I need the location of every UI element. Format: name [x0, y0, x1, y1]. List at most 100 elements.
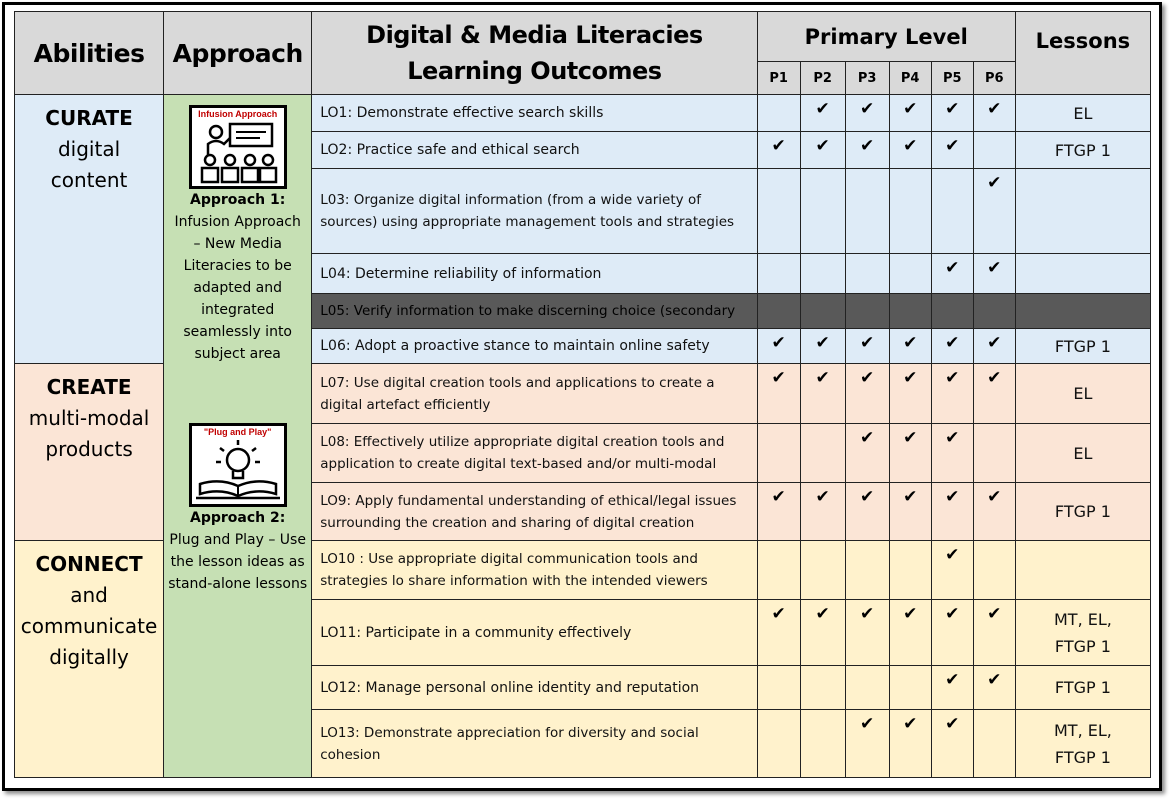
empty-level-cell — [756, 540, 801, 600]
infusion-approach-icon: Infusion Approach — [188, 105, 287, 189]
empty-level-cell — [844, 293, 890, 329]
empty-level-cell — [756, 709, 801, 778]
lessons-cell — [1014, 168, 1152, 254]
empty-level-cell — [844, 665, 890, 710]
lessons-cell: FTGP 1 — [1014, 482, 1152, 541]
ability-description: multi-modal — [28, 406, 150, 430]
learning-outcome: LO1: Demonstrate effective search skills — [311, 94, 758, 132]
learning-outcome: L04: Determine reliability of informatio… — [311, 253, 758, 294]
ability-description: content — [50, 168, 128, 192]
check-mark: ✔ — [844, 599, 890, 666]
header-level: P5 — [930, 61, 974, 95]
check-mark: ✔ — [972, 94, 1016, 132]
plug-and-play-icon: "Plug and Play" — [188, 423, 287, 507]
check-mark: ✔ — [844, 328, 890, 364]
lessons-cell: EL — [1014, 94, 1152, 132]
ability-cell: CURATE digital content — [13, 94, 165, 364]
table-row: CREATE multi-modal products L07: Use digita… — [13, 363, 1152, 541]
lessons-cell — [1014, 253, 1152, 294]
lightbulb-book-icon — [195, 440, 280, 500]
check-mark: ✔ — [972, 665, 1016, 710]
header-level: P1 — [756, 61, 801, 95]
approach-2-description: Plug and Play – Use the lesson ideas as … — [168, 532, 308, 592]
empty-level-cell — [756, 253, 801, 294]
empty-level-cell — [888, 540, 932, 600]
table-row: L08: Effectively utilize appropriate dig… — [15, 423, 1152, 483]
ability-description: and — [70, 583, 108, 607]
empty-level-cell — [844, 253, 890, 294]
learning-outcome: L05: Verify information to make discerni… — [311, 293, 758, 329]
ability-description: digitally — [49, 645, 129, 669]
check-mark: ✔ — [972, 482, 1016, 541]
empty-level-cell — [972, 293, 1016, 329]
lessons-cell: MT, EL, FTGP 1 — [1014, 599, 1152, 666]
check-mark: ✔ — [888, 363, 932, 424]
empty-level-cell — [972, 131, 1016, 169]
check-mark: ✔ — [888, 599, 932, 666]
ability-name: CONNECT — [35, 552, 143, 576]
check-mark: ✔ — [888, 94, 932, 132]
header-level: P3 — [844, 61, 890, 95]
check-mark: ✔ — [888, 709, 932, 778]
empty-level-cell — [888, 293, 932, 329]
empty-level-cell — [930, 293, 974, 329]
header-abilities: Abilities — [13, 11, 165, 95]
check-mark: ✔ — [799, 131, 846, 169]
empty-level-cell — [799, 540, 846, 600]
ability-description: products — [45, 437, 133, 461]
empty-level-cell — [888, 253, 932, 294]
empty-level-cell — [756, 94, 801, 132]
lessons-cell — [1014, 540, 1152, 600]
check-mark: ✔ — [930, 665, 974, 710]
classroom-icon — [200, 122, 277, 184]
check-mark: ✔ — [930, 482, 974, 541]
check-mark: ✔ — [756, 599, 801, 666]
table-row: LO13: Demonstrate appreciation for diver… — [15, 709, 1152, 778]
check-mark: ✔ — [844, 709, 890, 778]
check-mark: ✔ — [888, 131, 932, 169]
ability-name: CURATE — [45, 106, 133, 130]
check-mark: ✔ — [799, 482, 846, 541]
table-row: L06: Adopt a proactive stance to maintai… — [15, 328, 1152, 364]
learning-outcomes-table: Abilities Approach Digital & Media Liter… — [13, 11, 1152, 778]
table-row: LO11: Participate in a community effecti… — [15, 599, 1152, 666]
check-mark: ✔ — [756, 328, 801, 364]
empty-level-cell — [972, 423, 1016, 483]
check-mark: ✔ — [844, 363, 890, 424]
empty-level-cell — [799, 168, 846, 254]
empty-level-cell — [799, 293, 846, 329]
table-row: L03: Organize digital information (from … — [15, 168, 1152, 254]
table-row: LO9: Apply fundamental understanding of … — [15, 482, 1152, 541]
empty-level-cell — [756, 423, 801, 483]
approach-cell: Infusion Approach — [163, 94, 313, 778]
empty-level-cell — [930, 168, 974, 254]
header-outcomes-line1: Digital & Media Literacies — [366, 21, 703, 49]
learning-outcome: L06: Adopt a proactive stance to maintai… — [311, 328, 758, 364]
approach-1-label: Approach 1: — [190, 192, 286, 208]
header-lessons: Lessons — [1014, 11, 1152, 95]
table-row: L04: Determine reliability of informatio… — [15, 253, 1152, 294]
check-mark: ✔ — [844, 131, 890, 169]
approach-2-label: Approach 2: — [190, 510, 286, 526]
lessons-cell — [1014, 293, 1152, 329]
check-mark: ✔ — [930, 423, 974, 483]
table-row: L05: Verify information to make discerni… — [15, 293, 1152, 329]
check-mark: ✔ — [930, 328, 974, 364]
check-mark: ✔ — [972, 253, 1016, 294]
lessons-cell: EL — [1014, 363, 1152, 424]
check-mark: ✔ — [930, 131, 974, 169]
empty-level-cell — [756, 168, 801, 254]
icon-caption: Infusion Approach — [198, 109, 278, 119]
check-mark: ✔ — [888, 328, 932, 364]
learning-outcome: LO12: Manage personal online identity an… — [311, 665, 758, 710]
lessons-cell: FTGP 1 — [1014, 131, 1152, 169]
empty-level-cell — [888, 168, 932, 254]
learning-outcome: LO11: Participate in a community effecti… — [311, 599, 758, 666]
ability-name: CREATE — [46, 375, 132, 399]
empty-level-cell — [972, 540, 1016, 600]
table-row: CURATE digital content Infusion Approach — [13, 94, 1152, 778]
learning-outcome: LO9: Apply fundamental understanding of … — [311, 482, 758, 541]
check-mark: ✔ — [888, 423, 932, 483]
table-row: LO2: Practice safe and ethical search ✔ ✔ ✔… — [15, 131, 1152, 169]
lessons-cell: FTGP 1 — [1014, 328, 1152, 364]
